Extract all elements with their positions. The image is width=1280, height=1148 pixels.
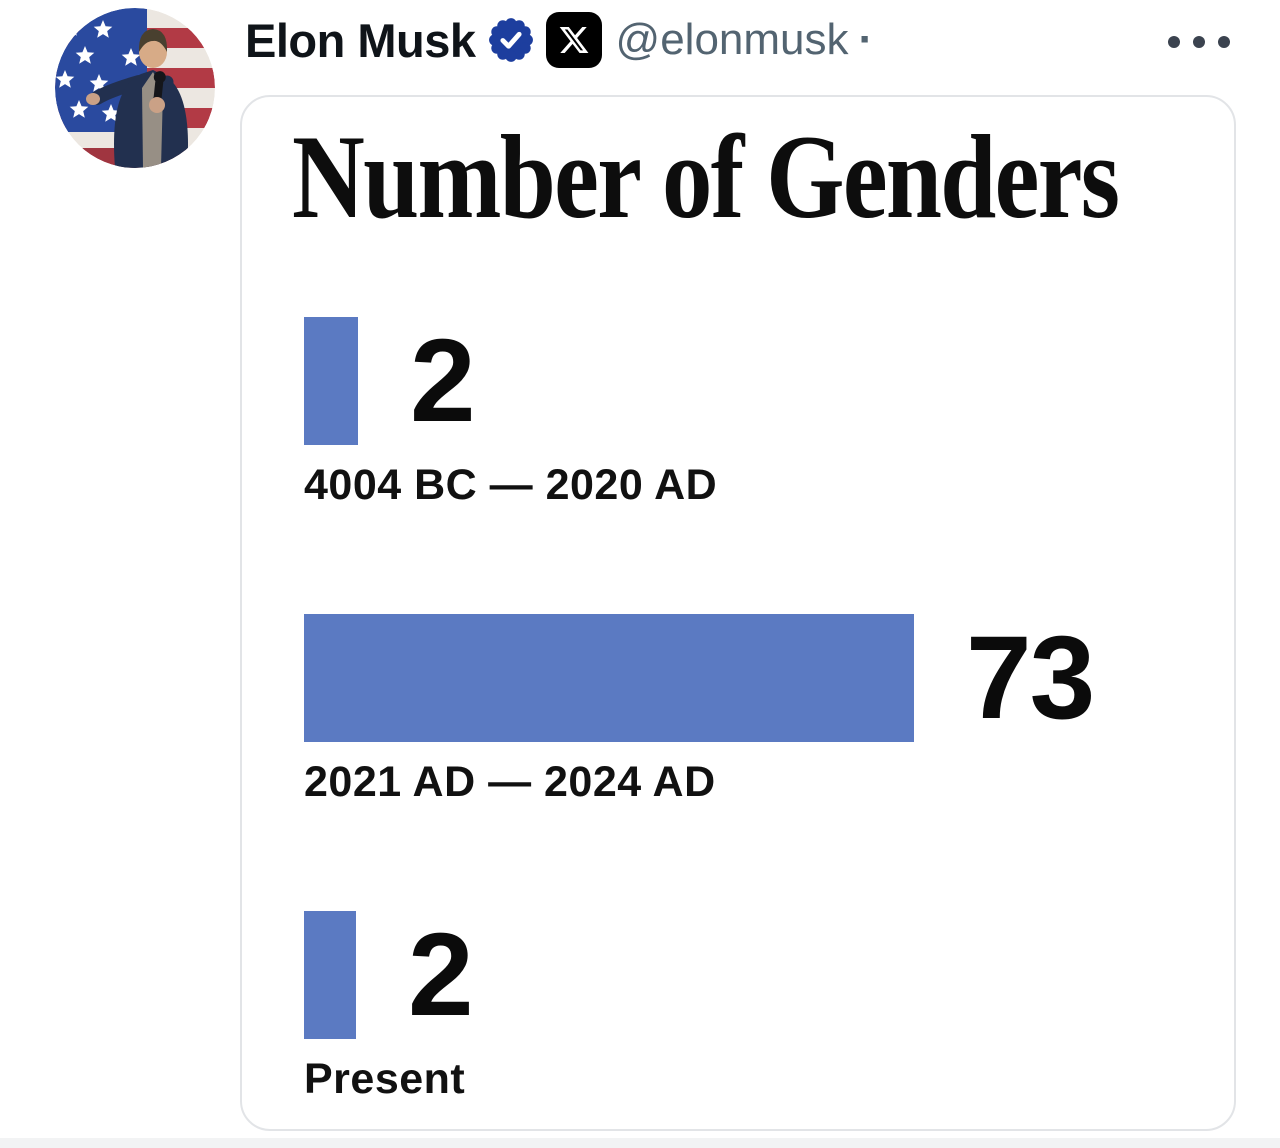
chart-bar — [304, 614, 914, 742]
avatar-person-silhouette — [86, 29, 189, 168]
chart-rows: 2 4004 BC — 2020 AD 73 2021 AD — 2024 AD… — [304, 317, 1194, 1104]
tweet-header: Elon Musk — [245, 12, 873, 68]
separator-dot: · — [858, 15, 874, 64]
bar-label: 2021 AD — 2024 AD — [304, 758, 716, 806]
chart-bar — [304, 317, 358, 445]
more-dot — [1193, 36, 1205, 48]
profile-avatar[interactable] — [55, 8, 215, 168]
chart-bar — [304, 911, 356, 1039]
page-bottom-divider — [0, 1138, 1280, 1148]
bar-value: 73 — [966, 612, 1095, 744]
verified-badge-icon — [486, 15, 536, 65]
more-options-button[interactable] — [1168, 30, 1234, 54]
tweet-image-card[interactable]: Number of Genders 2 4004 BC — 2020 AD 73… — [240, 95, 1236, 1131]
more-dot — [1168, 36, 1180, 48]
bar-label: 4004 BC — 2020 AD — [304, 461, 718, 509]
avatar-image — [55, 8, 215, 168]
chart-row: 73 2021 AD — 2024 AD — [304, 614, 1194, 807]
chart-title: Number of Genders — [292, 110, 1120, 243]
bar-value: 2 — [410, 315, 476, 447]
bar-label: Present — [304, 1055, 466, 1103]
chart-row: 2 Present — [304, 911, 1194, 1104]
x-logo-icon — [545, 12, 602, 68]
bar-value: 2 — [408, 909, 474, 1041]
more-dot — [1218, 36, 1230, 48]
user-handle[interactable]: @elonmusk — [615, 15, 849, 64]
chart-row: 2 4004 BC — 2020 AD — [304, 317, 1194, 510]
display-name[interactable]: Elon Musk — [245, 13, 476, 67]
